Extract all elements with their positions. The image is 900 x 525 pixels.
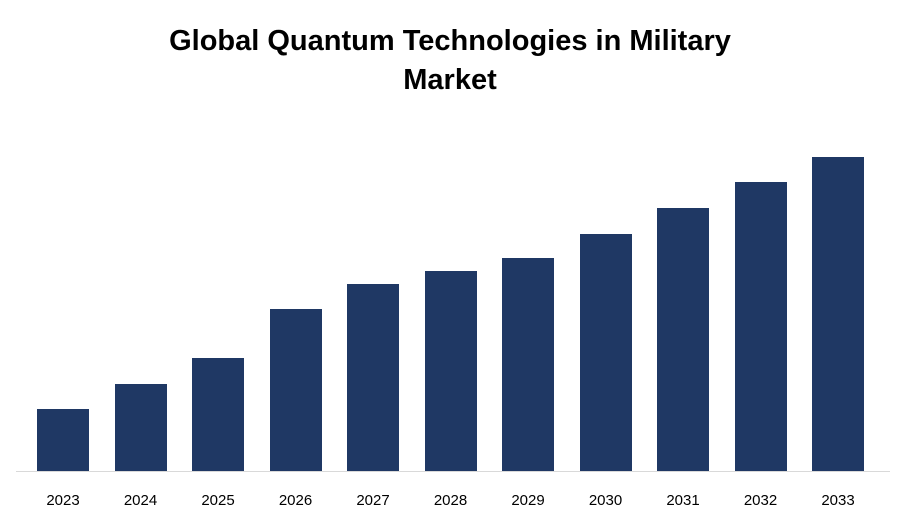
bar-2028 <box>424 271 477 472</box>
bars-container <box>37 132 864 472</box>
x-axis-line <box>16 471 890 472</box>
x-tick-2032: 2032 <box>743 492 778 509</box>
bar-2024 <box>114 384 167 472</box>
bar-2032 <box>734 182 787 472</box>
bar-2025 <box>192 358 244 472</box>
x-tick-2027: 2027 <box>356 492 390 509</box>
bar-2029 <box>502 258 554 472</box>
x-tick-2030: 2030 <box>588 492 623 509</box>
bar-2023 <box>37 409 89 472</box>
x-tick-2031: 2031 <box>666 492 700 509</box>
x-tick-2033: 2033 <box>821 492 855 509</box>
bar-2033 <box>812 157 864 472</box>
x-tick-2028: 2028 <box>433 492 468 509</box>
x-axis-labels: 2023 2024 2025 2026 2027 2028 2029 2030 2031 2032… <box>37 492 864 509</box>
bar-2030 <box>579 234 632 472</box>
chart-title: Global Quantum Technologies in Military … <box>169 25 731 97</box>
x-tick-2023: 2023 <box>46 492 80 509</box>
x-tick-2025: 2025 <box>201 492 235 509</box>
x-tick-2029: 2029 <box>511 492 545 509</box>
x-tick-2024: 2024 <box>123 492 158 509</box>
bar-2027 <box>347 284 399 472</box>
x-tick-2026: 2026 <box>278 492 313 509</box>
bar-2026 <box>269 309 322 472</box>
bar-2031 <box>657 208 709 472</box>
